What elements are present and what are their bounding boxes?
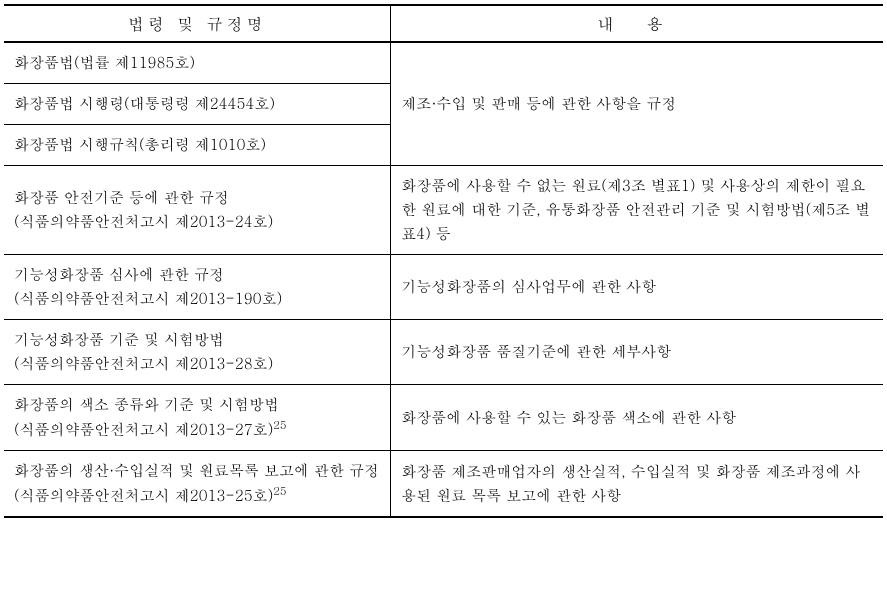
cell-right: 화장품에 사용할 수 있는 화장품 색소에 관한 사항 <box>391 385 883 451</box>
table-header-row: 법령 및 규정명 내 용 <box>4 5 883 42</box>
table-row: 화장품의 생산·수입실적 및 원료목록 보고에 관한 규정(식품의약품안전처고시… <box>4 451 883 518</box>
cell-right: 화장품에 사용할 수 없는 원료(제3조 별표1) 및 사용상의 제한이 필요한… <box>391 166 883 255</box>
cell-left: 화장품법 시행규칙(총리령 제1010호) <box>4 125 391 166</box>
cell-left: 화장품 안전기준 등에 관한 규정(식품의약품안전처고시 제2013-24호) <box>4 166 391 255</box>
superscript: 25 <box>273 484 286 499</box>
cell-left: 화장품법(법률 제11985호) <box>4 42 391 84</box>
cell-left: 기능성화장품 심사에 관한 규정(식품의약품안전처고시 제2013-190호) <box>4 255 391 320</box>
table-row: 화장품의 색소 종류와 기준 및 시험방법(식품의약품안전처고시 제2013-2… <box>4 385 883 451</box>
header-right: 내 용 <box>391 5 883 42</box>
regulation-table: 법령 및 규정명 내 용 화장품법(법률 제11985호) 제조·수입 및 판매… <box>4 4 883 518</box>
cell-right: 기능성화장품의 심사업무에 관한 사항 <box>391 255 883 320</box>
table-row: 기능성화장품 심사에 관한 규정(식품의약품안전처고시 제2013-190호) … <box>4 255 883 320</box>
header-left: 법령 및 규정명 <box>4 5 391 42</box>
table-row: 기능성화장품 기준 및 시험방법(식품의약품안전처고시 제2013-28호) 기… <box>4 320 883 385</box>
table-row: 화장품 안전기준 등에 관한 규정(식품의약품안전처고시 제2013-24호) … <box>4 166 883 255</box>
cell-right: 화장품 제조판매업자의 생산실적, 수입실적 및 화장품 제조과정에 사용된 원… <box>391 451 883 518</box>
cell-left: 화장품법 시행령(대통령령 제24454호) <box>4 84 391 125</box>
cell-right: 제조·수입 및 판매 등에 관한 사항을 규정 <box>391 42 883 166</box>
cell-right: 기능성화장품 품질기준에 관한 세부사항 <box>391 320 883 385</box>
cell-left: 화장품의 생산·수입실적 및 원료목록 보고에 관한 규정(식품의약품안전처고시… <box>4 451 391 518</box>
superscript: 25 <box>273 418 286 433</box>
cell-text: 화장품의 생산·수입실적 및 원료목록 보고에 관한 규정(식품의약품안전처고시… <box>14 460 379 506</box>
cell-left: 화장품의 색소 종류와 기준 및 시험방법(식품의약품안전처고시 제2013-2… <box>4 385 391 451</box>
table-row: 화장품법(법률 제11985호) 제조·수입 및 판매 등에 관한 사항을 규정 <box>4 42 883 84</box>
cell-left: 기능성화장품 기준 및 시험방법(식품의약품안전처고시 제2013-28호) <box>4 320 391 385</box>
cell-text: 화장품의 색소 종류와 기준 및 시험방법(식품의약품안전처고시 제2013-2… <box>14 394 279 440</box>
